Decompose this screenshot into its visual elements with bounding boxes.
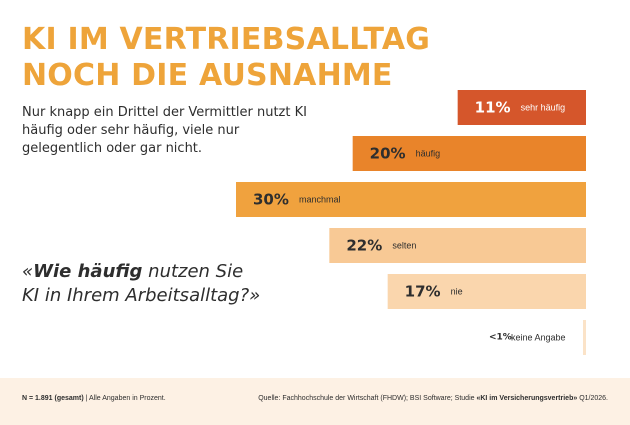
bar-value-label: 30% (253, 191, 289, 209)
chart-title-line-1: KI IM VERTRIEBSALLTAG (22, 22, 431, 57)
question-rest: nutzen Sie KI in Ihrem Arbeitsalltag?» (22, 261, 261, 306)
bar (457, 90, 586, 125)
bar-category-label: keine Angabe (511, 333, 566, 343)
bar-value-label: 11% (475, 99, 511, 117)
bar-group: 11% sehr häufig (457, 90, 586, 125)
sample-note: N = 1.891 (gesamt) | Alle Angaben in Pro… (22, 395, 166, 402)
bar-category-label: selten (392, 241, 416, 251)
bar-value-label: <1% (489, 333, 512, 343)
bar-group: 30% manchmal (236, 182, 586, 217)
source-prefix: Quelle: Fachhochschule der Wirtschaft (F… (258, 395, 477, 402)
question-emphasis: Wie häufig (33, 261, 143, 282)
bar (236, 182, 586, 217)
bar-group: 17% nie (387, 274, 586, 309)
footer: N = 1.891 (gesamt) | Alle Angaben in Pro… (0, 378, 630, 425)
sample-note-text: | Alle Angaben in Prozent. (83, 395, 166, 402)
bar-category-label: sehr häufig (521, 103, 566, 113)
bar (329, 228, 586, 263)
chart-title: KI IM VERTRIEBSALLTAG NOCH DIE AUSNAHME (22, 22, 430, 94)
bar-value-label: 22% (346, 237, 382, 255)
source-study: «KI im Versicherungsvertrieb» (476, 395, 578, 402)
bar (352, 136, 586, 171)
bar-value-label: 17% (405, 283, 441, 301)
bar-group: 20% häufig (352, 136, 586, 171)
bar-chart: 11% sehr häufig 20% häufig 30% manchmal 22% sel… (236, 90, 586, 355)
chart-title-line-2: NOCH DIE AUSNAHME (22, 58, 393, 93)
sample-size: N = 1.891 (gesamt) (22, 395, 84, 402)
bar-group: 22% selten (329, 228, 586, 263)
bar (583, 320, 586, 355)
bar-category-label: manchmal (299, 195, 341, 205)
bar-group: <1% keine Angabe (489, 320, 586, 355)
bar (387, 274, 586, 309)
bar-category-label: häufig (416, 149, 441, 159)
source-suffix: Q1/2026. (577, 395, 608, 402)
bar-value-label: 20% (370, 145, 406, 163)
survey-question: «Wie häufig nutzen Sie KI in Ihrem Arbei… (22, 260, 262, 308)
chart-subtitle: Nur knapp ein Drittel der Vermittler nut… (22, 105, 307, 156)
bar-category-label: nie (451, 287, 463, 297)
question-open-quote: « (22, 261, 34, 282)
source-note: Quelle: Fachhochschule der Wirtschaft (F… (258, 395, 608, 402)
